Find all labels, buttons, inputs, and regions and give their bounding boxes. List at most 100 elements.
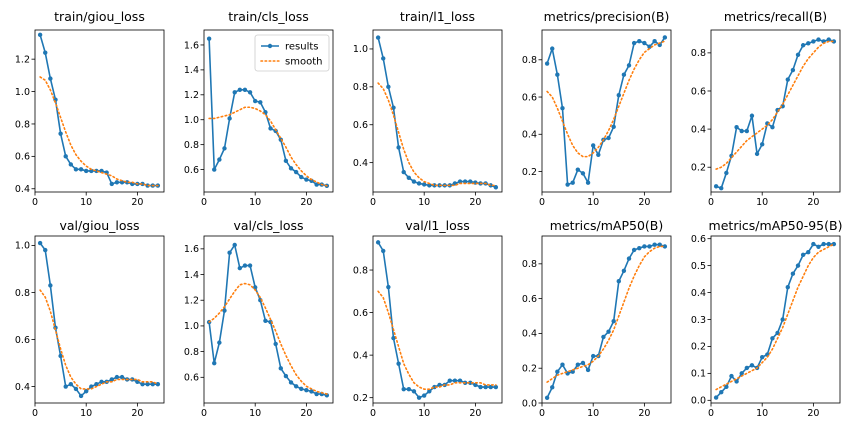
results-point xyxy=(63,154,68,159)
results-point xyxy=(43,247,48,253)
results-point xyxy=(739,128,744,134)
results-point xyxy=(483,384,488,390)
results-point xyxy=(217,340,222,345)
y-tick-label: 0.4 xyxy=(353,350,368,361)
y-tick-label: 0.6 xyxy=(353,120,368,131)
results-point xyxy=(212,167,217,172)
results-point xyxy=(227,116,232,121)
results-point xyxy=(309,389,314,394)
plot-frame xyxy=(541,29,672,193)
results-point xyxy=(222,146,227,151)
results-point xyxy=(232,90,237,95)
results-point xyxy=(642,244,647,249)
results-point xyxy=(734,379,739,384)
results-point xyxy=(391,105,396,110)
results-point xyxy=(570,180,575,185)
results-point xyxy=(73,167,79,172)
y-tick-label: 0.8 xyxy=(184,140,199,151)
results-point xyxy=(795,263,801,268)
chart-panel-1: train/giou_loss 0 10 20 0.4 0.6 0.8 1.0 1.2 xyxy=(15,9,165,208)
smooth-line xyxy=(377,290,497,390)
y-tick-label: 1.0 xyxy=(15,87,30,98)
results-point xyxy=(73,386,79,392)
chart-panel-8: val/l1_loss 0 10 20 0.2 0.4 0.6 0.8 xyxy=(353,218,503,419)
results-line xyxy=(546,243,666,399)
chart-title: train/giou_loss xyxy=(54,9,145,24)
results-point xyxy=(795,52,801,57)
legend-box xyxy=(254,34,330,72)
results-point xyxy=(48,76,53,81)
results-point xyxy=(785,77,790,82)
results-point xyxy=(278,366,283,371)
y-tick-label: 0.6 xyxy=(522,294,537,305)
plot-frame xyxy=(203,29,334,193)
results-point xyxy=(37,32,43,38)
results-point xyxy=(734,125,739,130)
results-point xyxy=(662,35,668,40)
y-tick-label: 0.4 xyxy=(15,382,30,393)
y-tick-label: 1.0 xyxy=(353,44,368,55)
results-point xyxy=(242,87,248,93)
results-point xyxy=(155,381,161,387)
results-point xyxy=(232,242,237,248)
results-point xyxy=(488,384,493,390)
results-point xyxy=(416,395,422,400)
results-point xyxy=(585,180,591,185)
results-point xyxy=(145,381,150,387)
results-point xyxy=(263,318,268,323)
chart-panel-2: train/cls_loss 0 10 20 0.6 0.8 1.0 1.2 1.4 1.6 res… xyxy=(184,9,334,208)
chart-title: val/l1_loss xyxy=(405,218,470,233)
y-tick-label: 1.2 xyxy=(15,54,30,65)
results-point xyxy=(83,389,89,394)
results-point xyxy=(78,393,84,399)
results-point xyxy=(621,268,627,273)
y-tick-label: 0.8 xyxy=(15,119,30,130)
x-tick-label: 20 xyxy=(807,408,819,419)
results-point xyxy=(775,330,780,336)
x-tick-label: 0 xyxy=(201,197,207,208)
chart-title: train/cls_loss xyxy=(228,9,309,24)
results-point xyxy=(826,37,831,42)
results-point xyxy=(252,98,258,104)
results-point xyxy=(601,334,606,340)
x-tick-label: 10 xyxy=(80,408,92,419)
results-point xyxy=(719,390,724,395)
results-point xyxy=(826,241,831,247)
results-point xyxy=(427,389,432,394)
results-point xyxy=(386,284,391,290)
y-tick-label: 0.2 xyxy=(691,342,706,353)
results-point xyxy=(58,131,63,136)
y-tick-label: 0.8 xyxy=(522,55,537,66)
results-point xyxy=(811,39,816,44)
results-point xyxy=(790,67,796,73)
results-point xyxy=(754,151,760,157)
results-point xyxy=(299,174,304,180)
results-point xyxy=(299,386,304,392)
results-point xyxy=(719,185,724,191)
x-tick-label: 0 xyxy=(32,408,38,419)
results-point xyxy=(637,38,642,44)
results-point xyxy=(647,44,652,49)
results-point xyxy=(565,182,570,187)
x-tick-label: 0 xyxy=(539,408,545,419)
results-point xyxy=(616,92,621,98)
results-point xyxy=(227,250,232,255)
results-point xyxy=(416,181,422,186)
results-point xyxy=(406,386,412,392)
results-line xyxy=(377,37,497,189)
chart-title: metrics/precision(B) xyxy=(544,9,670,24)
y-tick-label: 0.0 xyxy=(522,398,537,409)
results-point xyxy=(596,152,601,157)
results-point xyxy=(114,374,120,380)
results-point xyxy=(421,182,427,187)
y-tick-label: 1.0 xyxy=(184,321,199,332)
chart-panel-10: metrics/mAP50-95(B) 0 10 20 0.0 0.1 0.2 0.3 0.4 0… xyxy=(691,218,843,419)
results-point xyxy=(478,384,483,390)
results-point xyxy=(114,180,120,185)
results-point xyxy=(550,385,555,390)
results-point xyxy=(749,113,755,118)
results-point xyxy=(68,162,74,167)
y-tick-label: 0.2 xyxy=(522,167,537,178)
y-tick-label: 0.2 xyxy=(353,393,368,404)
results-point xyxy=(555,72,560,77)
